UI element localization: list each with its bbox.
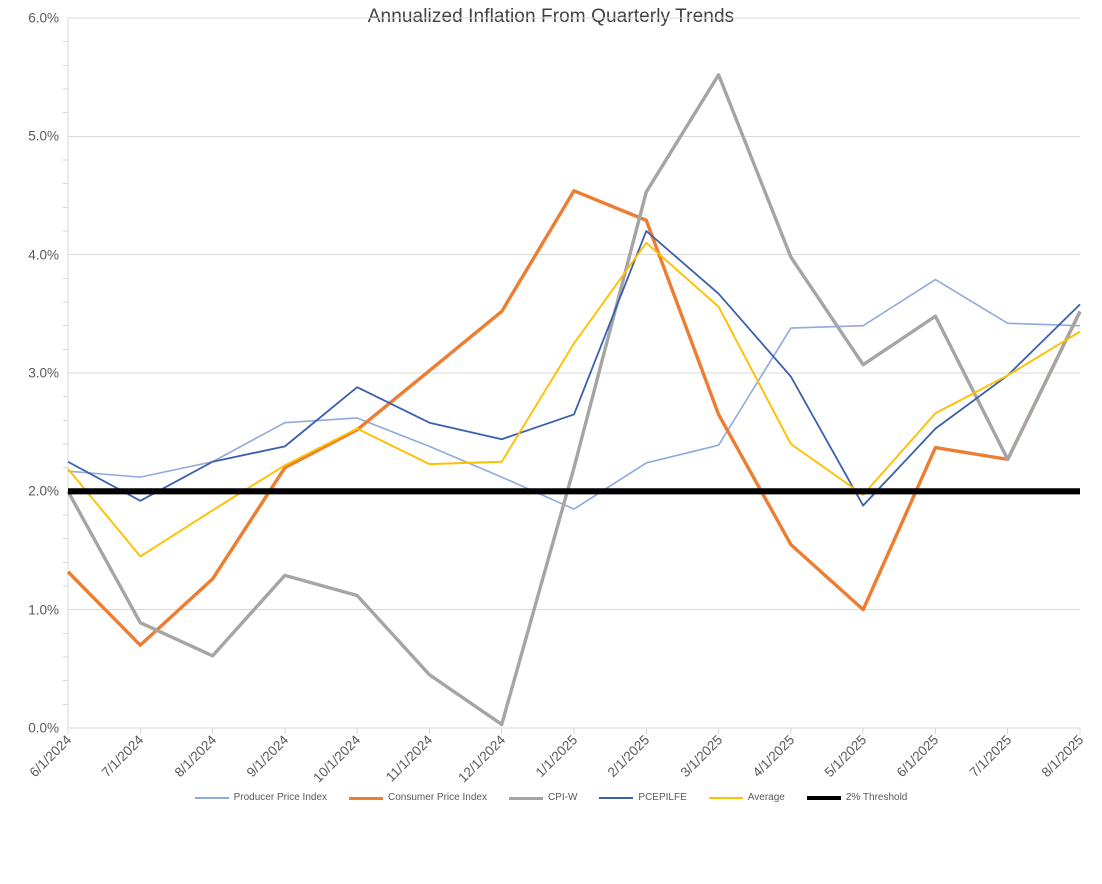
x-tick-label: 11/1/2024: [383, 732, 436, 785]
x-tick-label: 10/1/2024: [310, 732, 364, 786]
plot-area: [63, 17, 1082, 734]
y-axis: 0.0% 1.0% 2.0% 3.0% 4.0% 5.0% 6.0%: [0, 11, 68, 736]
series-line-average: [67, 241, 1081, 558]
legend-swatch-icon: [708, 797, 743, 799]
x-tick-label: 1/1/2025: [532, 732, 581, 781]
legend-item[interactable]: PCEPILFE: [599, 792, 687, 803]
y-tick-label: 5.0%: [28, 128, 59, 144]
legend-swatch-icon: [599, 797, 634, 799]
x-tick-label: 12/1/2024: [454, 732, 509, 786]
series-line-consumer-price-index: [66, 189, 1082, 647]
series-line-pcepilfe: [67, 230, 1081, 507]
x-tick-label: 7/1/2024: [98, 732, 147, 781]
legend-item[interactable]: Average: [708, 792, 785, 803]
legend-swatch-icon: [194, 797, 229, 799]
legend-label: Producer Price Index: [233, 792, 328, 803]
legend-swatch-icon: [349, 796, 384, 800]
y-tick-label: 6.0%: [28, 10, 59, 26]
x-tick-label: 7/1/2025: [966, 732, 1015, 781]
legend-label: 2% Threshold: [845, 792, 908, 803]
x-tick-label: 8/1/2025: [1038, 732, 1087, 781]
y-tick-label: 3.0%: [28, 365, 59, 381]
legend-label: Average: [747, 792, 785, 803]
series-line-producer-price-index: [67, 278, 1081, 510]
legend-swatch-icon: [806, 796, 841, 800]
y-tick-label: 1.0%: [28, 602, 59, 618]
series-line-cpi-w: [66, 73, 1082, 727]
legend-label: PCEPILFE: [638, 792, 687, 803]
legend-item[interactable]: Consumer Price Index: [349, 793, 487, 803]
legend-label: CPI-W: [547, 792, 578, 803]
x-tick-label: 2/1/2025: [604, 732, 653, 781]
legend-item[interactable]: CPI-W: [508, 792, 578, 803]
x-tick-label: 6/1/2025: [894, 732, 942, 781]
x-tick-label: 8/1/2024: [171, 732, 219, 781]
plot-svg: [63, 17, 1082, 734]
legend-item[interactable]: Producer Price Index: [194, 792, 328, 803]
legend-item[interactable]: 2% Threshold: [806, 792, 908, 803]
inflation-line-chart: Annualized Inflation From Quarterly Tren…: [0, 6, 1102, 803]
legend-swatch-icon: [508, 796, 543, 800]
x-tick-label: 4/1/2025: [749, 732, 798, 781]
y-tick-label: 0.0%: [28, 720, 59, 736]
x-tick-label: 3/1/2025: [677, 732, 725, 781]
chart-legend: Producer Price Index Consumer Price Index…: [0, 793, 1102, 803]
chart-title: Annualized Inflation From Quarterly Tren…: [367, 6, 735, 27]
x-tick-label: 5/1/2025: [821, 732, 870, 781]
y-tick-label: 4.0%: [28, 247, 59, 263]
legend-label: Consumer Price Index: [388, 792, 487, 803]
x-tick-label: 9/1/2024: [243, 732, 292, 781]
y-tick-label: 2.0%: [28, 483, 59, 499]
